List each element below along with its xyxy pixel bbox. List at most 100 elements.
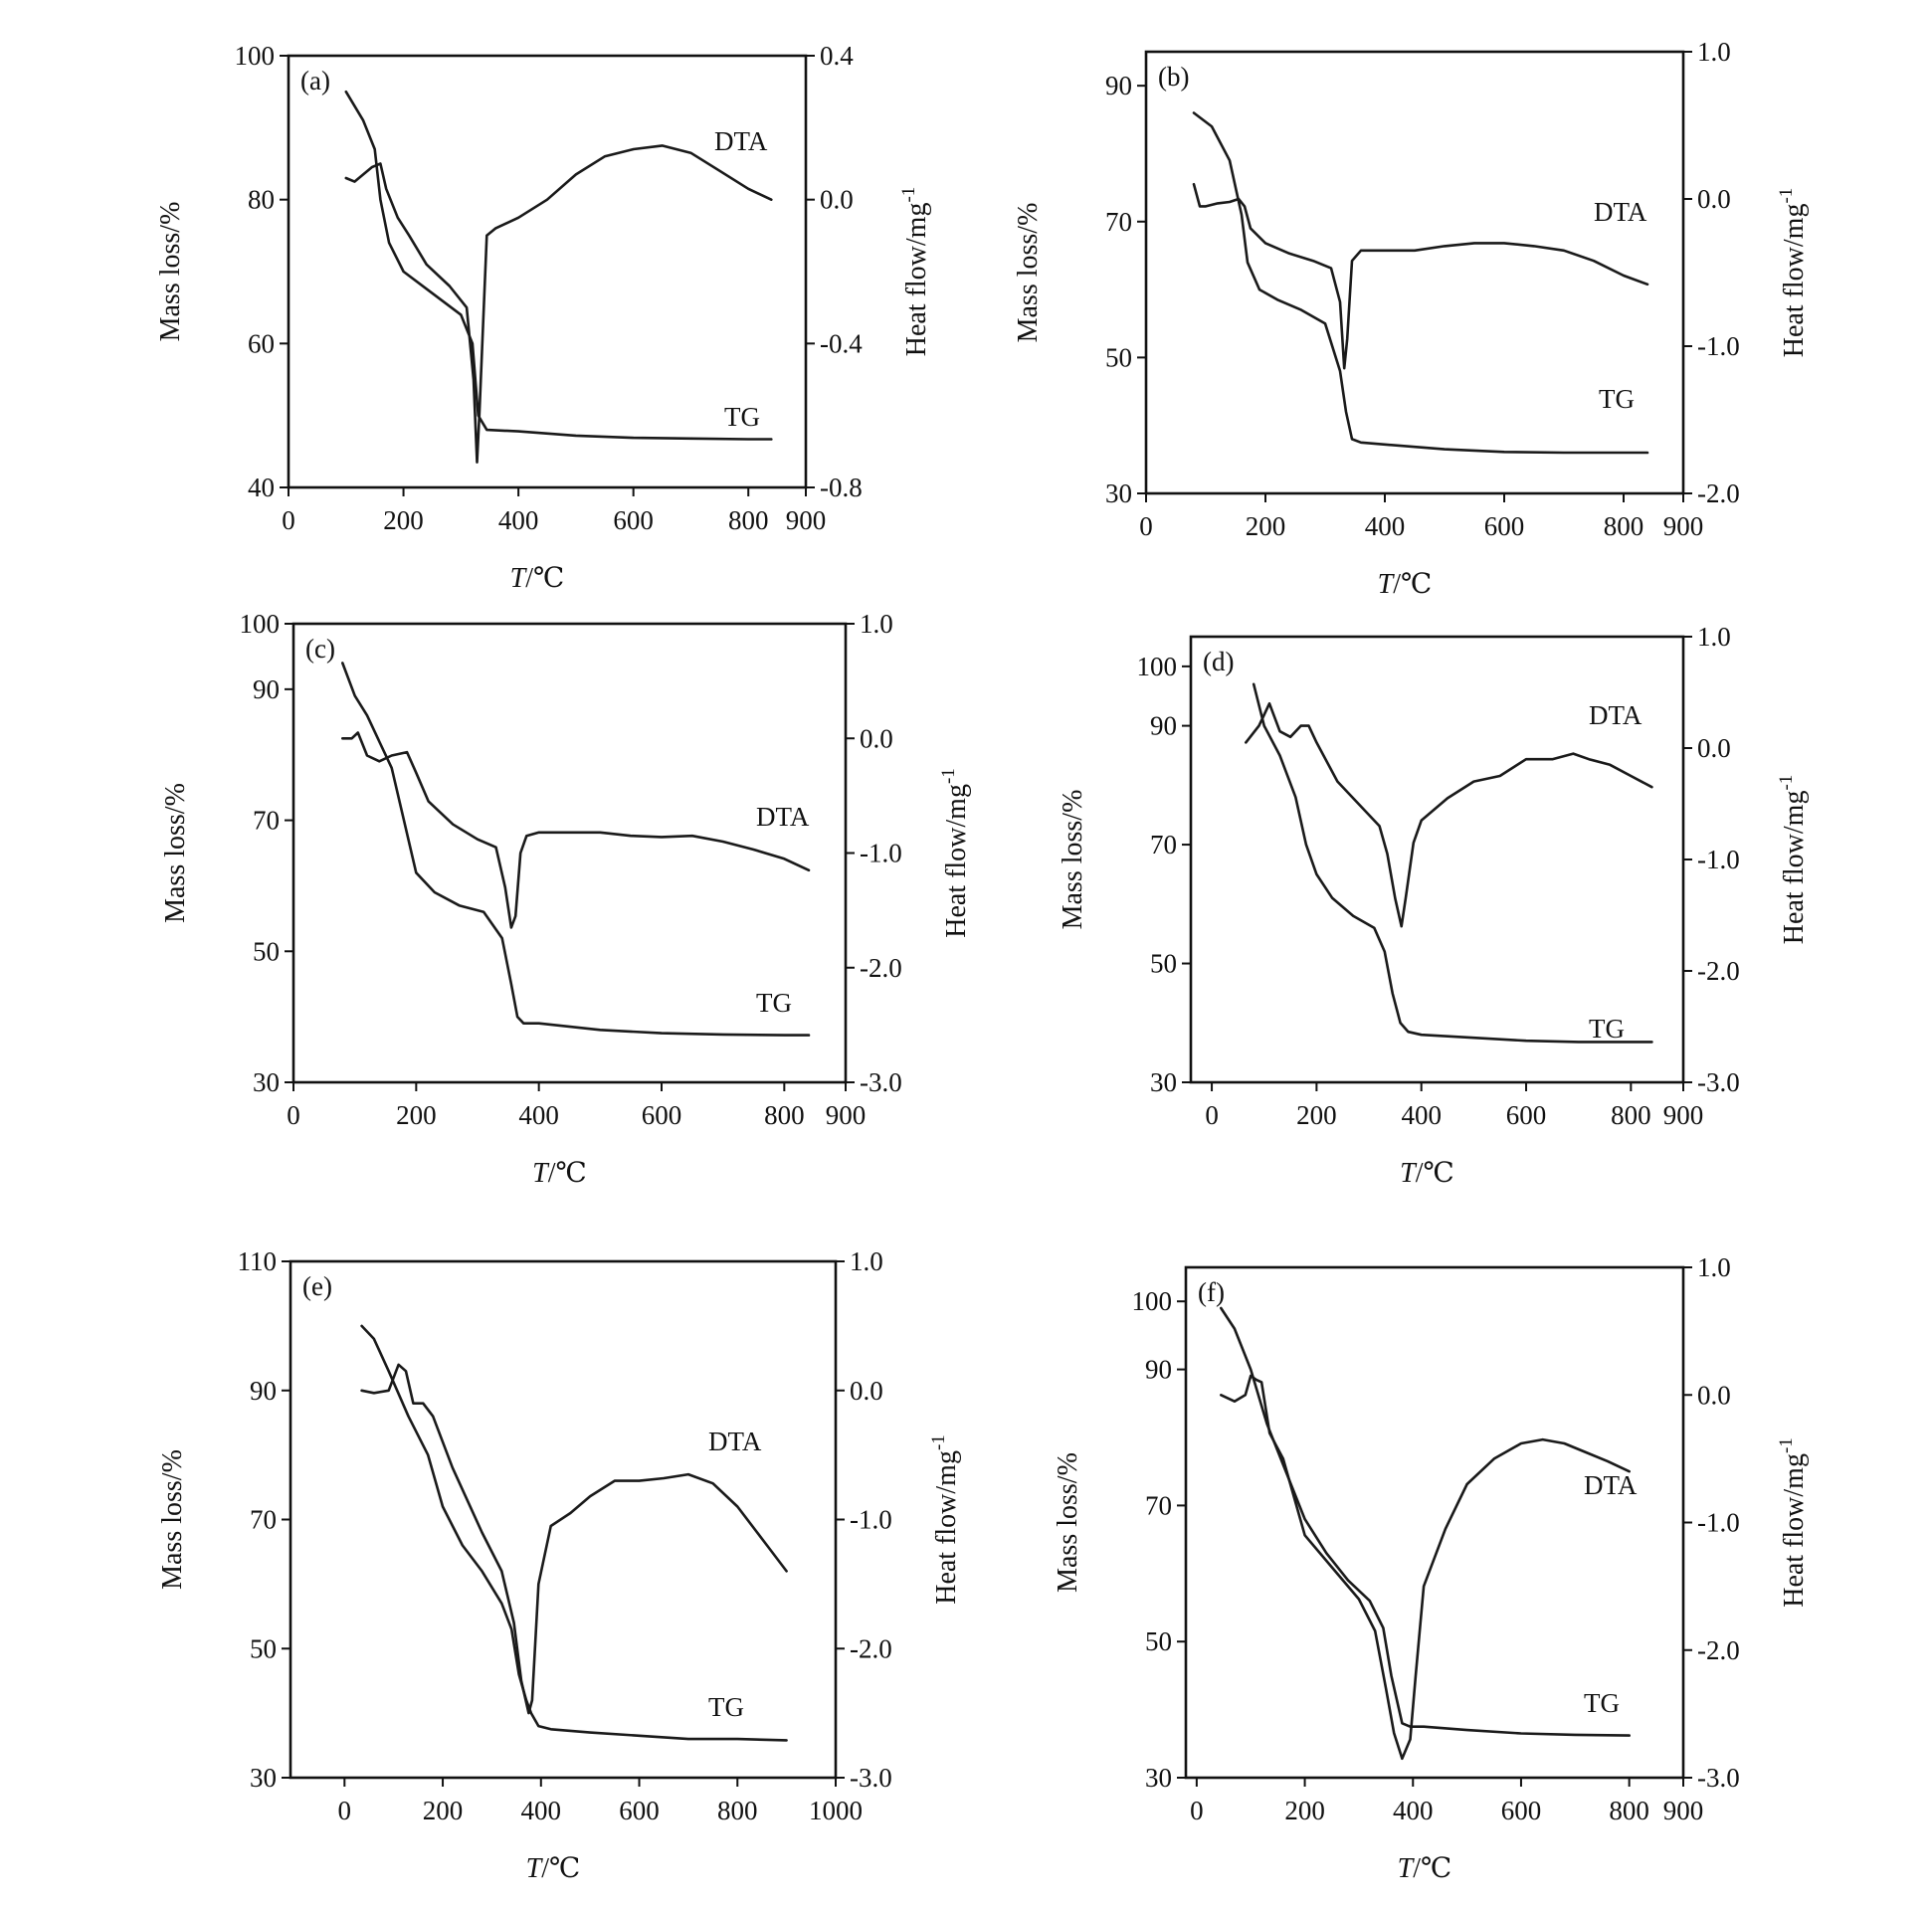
x-tick-label: 0 <box>1190 1796 1204 1825</box>
y2-tick-label: 1.0 <box>1697 1252 1731 1282</box>
panel-label: (f) <box>1198 1277 1225 1307</box>
x-tick-label: 200 <box>396 1100 437 1130</box>
y-tick-label: 100 <box>240 609 281 639</box>
x-axis-title: T/℃ <box>526 1853 581 1884</box>
y2-tick-label: -1.0 <box>1697 1508 1740 1538</box>
y-tick-label: 70 <box>1105 207 1132 237</box>
y2-axis-title-base: Heat flow/mg <box>1779 791 1810 945</box>
y2-axis-title: Heat flow/mg-1 <box>1776 775 1810 945</box>
y2-tick-label: 1.0 <box>1697 622 1731 652</box>
panel-c: 0 200 400 600 800 900 30 50 70 90 100 -3.0 -2.0 -1.0 0… <box>109 594 1030 1212</box>
x-axis-title-unit: /℃ <box>548 1158 587 1189</box>
x-tick-label: 800 <box>1611 1100 1651 1130</box>
y-tick-label: 90 <box>253 674 280 704</box>
y-tick-label: 90 <box>250 1376 277 1406</box>
x-tick-label: 1000 <box>809 1796 863 1825</box>
y2-tick-label: -3.0 <box>850 1763 892 1793</box>
y-tick-label: 100 <box>1137 652 1178 681</box>
y-tick-label: 70 <box>1150 830 1177 859</box>
y2-axis-title-base: Heat flow/mg <box>941 784 972 938</box>
y2-axis-title-sup: -1 <box>928 1434 949 1450</box>
tg-label: TG <box>724 402 760 432</box>
y2-tick-label: 1.0 <box>860 609 893 639</box>
y-tick-label: 50 <box>253 936 280 966</box>
y2-axis-title-base: Heat flow/mg <box>1779 204 1810 358</box>
x-axis-title: T/℃ <box>1378 569 1433 600</box>
y2-tick-label: -3.0 <box>1697 1067 1740 1097</box>
x-axis-title: T/℃ <box>1400 1158 1454 1189</box>
y2-tick-label: 0.4 <box>820 41 854 71</box>
y2-axis-title-sup: -1 <box>1776 1437 1797 1453</box>
y2-axis-title-sup: -1 <box>898 187 919 203</box>
y-axis-title: Mass loss/% <box>1053 1452 1083 1593</box>
x-axis-title: T/℃ <box>510 563 565 594</box>
y2-tick-label: -2.0 <box>1697 478 1740 508</box>
x-tick-label: 800 <box>728 505 769 535</box>
x-tick-label: 900 <box>1663 511 1704 541</box>
x-tick-label: 800 <box>1609 1796 1649 1825</box>
tg-curve <box>344 90 773 441</box>
panel-a: 0 200 400 600 800 900 40 60 80 100 -0.8 -0.4 0.0 0.4 M… <box>104 26 990 617</box>
y2-tick-label: -3.0 <box>1697 1763 1740 1793</box>
y2-tick-label: 0.0 <box>860 723 893 753</box>
panel-label: (b) <box>1158 62 1189 92</box>
y2-tick-label: -2.0 <box>860 953 902 983</box>
chart-svg: 0 200 400 600 800 900 30 50 70 90 100 -3.0 -2.0 -1.0 0… <box>1053 1252 1810 1884</box>
y-tick-label: 90 <box>1145 1355 1172 1385</box>
y-tick-label: 70 <box>250 1505 277 1535</box>
y2-axis-title: Heat flow/mg-1 <box>1776 1437 1810 1608</box>
y-tick-label: 30 <box>250 1763 277 1793</box>
y-tick-label: 100 <box>235 41 276 71</box>
x-axis-title-unit: /℃ <box>1413 1853 1451 1884</box>
tg-label: TG <box>1584 1688 1620 1718</box>
x-tick-label: 600 <box>613 505 654 535</box>
dta-curve <box>360 1363 788 1715</box>
y-tick-label: 40 <box>248 473 275 502</box>
y2-axis-title-sup: -1 <box>938 768 959 784</box>
x-tick-label: 900 <box>1663 1796 1704 1825</box>
x-axis-title-var: T <box>1400 1158 1418 1189</box>
tg-label: TG <box>708 1692 744 1722</box>
y2-tick-label: 0.0 <box>1697 184 1731 214</box>
y2-tick-label: 1.0 <box>1697 37 1731 67</box>
y-tick-label: 50 <box>250 1633 277 1663</box>
y2-tick-label: -1.0 <box>850 1505 892 1535</box>
y2-tick-label: -0.4 <box>820 328 863 358</box>
x-axis-title-unit: /℃ <box>1416 1158 1454 1189</box>
panel-label: (d) <box>1203 647 1234 676</box>
x-tick-label: 600 <box>642 1100 682 1130</box>
tg-curve <box>341 662 811 1037</box>
y-tick-label: 30 <box>1105 478 1132 508</box>
tg-label: TG <box>1589 1014 1625 1044</box>
y-tick-label: 50 <box>1145 1626 1172 1656</box>
y-tick-label: 90 <box>1105 71 1132 100</box>
x-tick-label: 0 <box>1139 511 1153 541</box>
y-tick-label: 30 <box>253 1067 280 1097</box>
dta-label: DTA <box>1584 1470 1638 1500</box>
x-tick-label: 0 <box>338 1796 352 1825</box>
y-tick-label: 70 <box>1145 1490 1172 1520</box>
tg-curve <box>1192 111 1649 455</box>
tg-curve <box>1220 1306 1631 1737</box>
y-axis-title: Mass loss/% <box>157 1449 188 1590</box>
y-tick-label: 90 <box>1150 711 1177 741</box>
tg-curve <box>360 1324 788 1742</box>
y2-axis-title: Heat flow/mg-1 <box>938 768 972 938</box>
dta-label: DTA <box>1594 197 1647 227</box>
y-tick-label: 30 <box>1150 1067 1177 1097</box>
y2-tick-label: -3.0 <box>860 1067 902 1097</box>
dta-curve <box>1220 1374 1631 1761</box>
dta-label: DTA <box>1589 700 1642 730</box>
x-tick-label: 600 <box>1506 1100 1547 1130</box>
y-axis-title: Mass loss/% <box>155 202 186 342</box>
x-axis-title-unit: /℃ <box>541 1853 580 1884</box>
y2-tick-label: -2.0 <box>1697 956 1740 986</box>
panel-d: 0 200 400 600 800 900 30 50 70 90 100 -3.0 -2.0 -1.0 0… <box>1007 607 1867 1212</box>
x-axis-title-var: T <box>510 563 528 594</box>
y2-tick-label: 0.0 <box>1697 1380 1731 1410</box>
y2-tick-label: 0.0 <box>820 185 854 215</box>
plot-area: 0 200 400 600 800 900 30 50 70 90 100 -3.0 -2.0 -1.0 0… <box>1058 622 1810 1189</box>
x-axis-title-unit: /℃ <box>525 563 564 594</box>
y2-axis-title-sup: -1 <box>1776 188 1797 204</box>
y-axis-title: Mass loss/% <box>1013 203 1044 343</box>
